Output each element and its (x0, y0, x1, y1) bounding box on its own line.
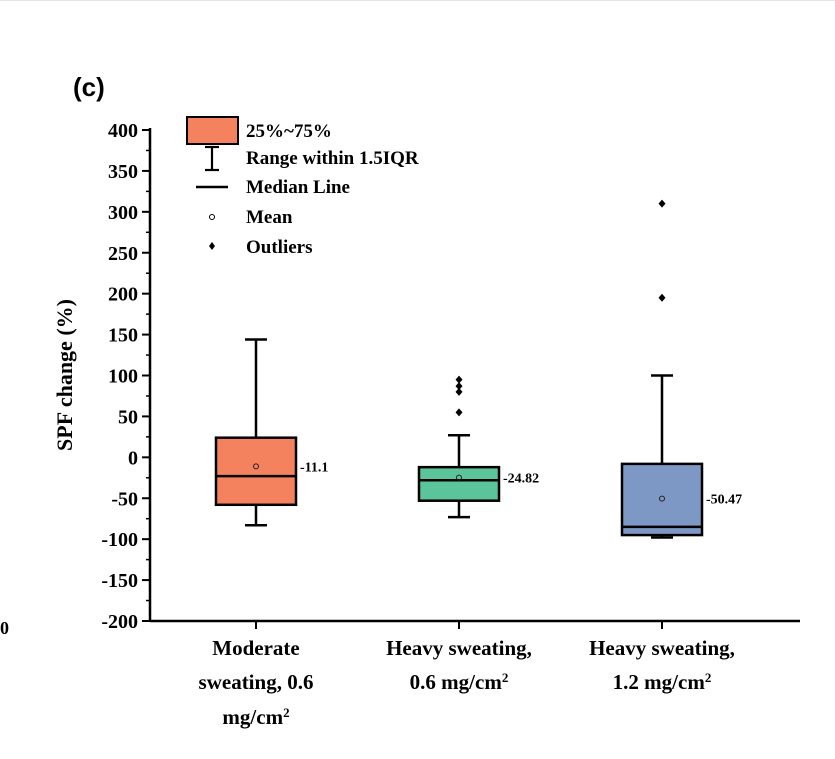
x-category-label: 1.2 mg/cm2 (613, 670, 712, 695)
y-axis-label: SPF change (%) (52, 299, 77, 451)
y-tick-label: -50 (111, 488, 138, 510)
x-category-label: 0.6 mg/cm2 (410, 670, 509, 695)
panel-label: (c) (73, 72, 105, 102)
y-tick-label: 100 (108, 366, 138, 388)
y-tick-label: 350 (108, 161, 138, 183)
y-tick-label: 50 (118, 406, 138, 428)
legend-outlier-icon (209, 242, 215, 250)
y-tick-label: 250 (108, 243, 138, 265)
x-category-label: Heavy sweating, (589, 636, 735, 660)
outlier-point (455, 375, 463, 384)
y-tick-label: -150 (101, 570, 138, 592)
legend-box-label: 25%~75% (246, 121, 332, 142)
y-tick-label: 150 (108, 325, 138, 347)
axes: 400 350 300 250 200 150 100 50 0 -50 -100 -150 -200 M… (101, 120, 800, 729)
legend-whisker-label: Range within 1.5IQR (246, 148, 419, 169)
iqr-box (417, 465, 501, 502)
outlier-point (658, 199, 666, 208)
y-tick-label: 200 (108, 284, 138, 306)
y-tick-label: 400 (108, 120, 138, 142)
mean-marker (456, 474, 462, 481)
edge-fragment: 0 (0, 618, 9, 638)
y-tick-label: -200 (101, 611, 138, 633)
legend-median-label: Median Line (246, 177, 350, 198)
legend: 25%~75% Range within 1.5IQR Median Line … (186, 116, 419, 258)
mean-data-label: -11.1 (300, 460, 328, 475)
outlier-point (455, 382, 463, 391)
legend-box-swatch (186, 116, 239, 145)
y-tick-label: 0 (128, 447, 138, 469)
legend-whisker-icon (205, 145, 219, 172)
legend-mean-icon (209, 214, 215, 220)
top-divider (0, 0, 835, 5)
x-category-label: Heavy sweating, (386, 636, 532, 660)
boxes: -11.1 -24.82 -50.47 (214, 199, 742, 539)
y-tick-label: -100 (101, 529, 138, 551)
legend-outlier-label: Outliers (246, 237, 313, 258)
mean-data-label: -50.47 (706, 493, 742, 508)
mean-marker (253, 463, 259, 470)
mean-data-label: -24.82 (503, 472, 539, 487)
iqr-box (620, 462, 704, 537)
iqr-box (214, 436, 298, 507)
outlier-point (455, 387, 463, 396)
outlier-point (455, 408, 463, 417)
outlier-point (658, 293, 666, 302)
x-category-label: Moderate (212, 636, 299, 660)
box-group: -11.1 (214, 338, 328, 527)
box-group: -50.47 (620, 199, 742, 539)
x-category-label: mg/cm2 (222, 705, 289, 730)
box-group: -24.82 (417, 375, 539, 519)
x-category-label: sweating, 0.6 (199, 670, 314, 694)
legend-mean-label: Mean (246, 207, 293, 228)
y-tick-label: 300 (108, 202, 138, 224)
mean-marker (659, 495, 665, 502)
